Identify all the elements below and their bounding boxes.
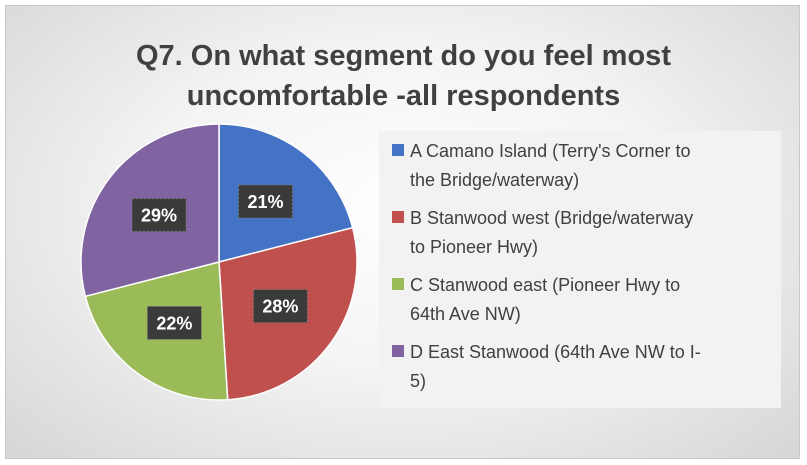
legend-swatch-c	[392, 278, 404, 290]
data-label-box-b	[253, 289, 308, 324]
data-label-text-d: 29%	[141, 205, 177, 225]
legend-label-c: C Stanwood east (Pioneer Hwy to 64th Ave…	[410, 271, 780, 329]
legend-label-c-line-1: C Stanwood east (Pioneer Hwy to	[410, 275, 681, 295]
legend-label-a: A Camano Island (Terry's Corner to the B…	[410, 137, 780, 195]
chart-title: Q7. On what segment do you feel most unc…	[6, 36, 801, 116]
data-label-a: 21%	[238, 184, 293, 219]
data-label-text-a: 21%	[248, 192, 284, 212]
chart-area: Q7. On what segment do you feel most unc…	[5, 5, 800, 459]
legend-swatch-d	[392, 345, 404, 357]
pie-data-labels: 21% 28% 22% 29%	[131, 184, 308, 340]
legend-label-d-line-2: 5)	[410, 371, 427, 391]
legend-swatch-b	[392, 211, 404, 223]
legend-label-b-line-1: B Stanwood west (Bridge/waterway	[410, 208, 694, 228]
data-label-text-b: 28%	[262, 297, 298, 317]
legend-label-a-line-2: the Bridge/waterway)	[410, 170, 580, 190]
pie-slices	[80, 123, 358, 401]
data-label-b: 28%	[253, 289, 308, 324]
legend-label-a-line-1: A Camano Island (Terry's Corner to	[410, 141, 691, 161]
data-label-box-d	[131, 198, 187, 232]
legend-swatch-a	[392, 144, 404, 156]
data-label-box-c	[146, 306, 202, 340]
legend-label-d-line-1: D East Stanwood (64th Ave NW to I-	[410, 342, 701, 362]
legend: A Camano Island (Terry's Corner to the B…	[379, 131, 781, 408]
legend-label-d: D East Stanwood (64th Ave NW to I- 5)	[410, 338, 780, 396]
data-label-text-c: 22%	[156, 313, 192, 333]
legend-label-c-line-2: 64th Ave NW)	[410, 304, 521, 324]
data-label-c: 22%	[146, 306, 202, 340]
legend-label-b-line-2: to Pioneer Hwy)	[410, 237, 539, 257]
pie-chart: 21% 28% 22% 29%	[80, 123, 358, 401]
chart-title-line-1: Q7. On what segment do you feel most	[136, 40, 671, 72]
data-label-d: 29%	[131, 198, 187, 232]
chart-title-line-2: uncomfortable -all respondents	[186, 80, 621, 112]
legend-label-b: B Stanwood west (Bridge/waterway to Pion…	[410, 204, 780, 262]
data-label-box-a	[238, 184, 293, 219]
